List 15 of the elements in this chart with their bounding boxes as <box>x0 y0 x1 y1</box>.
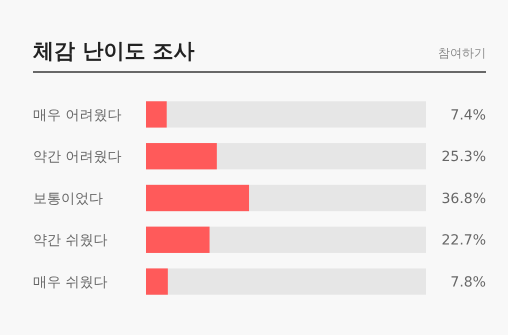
y-tick-label: 약간 쉬웠다 <box>33 232 108 249</box>
y-tick-label: 매우 쉬웠다 <box>33 274 108 290</box>
text: 참여하기 <box>438 46 486 60</box>
data-label: 22.7% <box>442 232 486 249</box>
data-label: 25.3% <box>442 149 486 166</box>
data-label: 7.8% <box>450 274 486 290</box>
data-label: 36.8% <box>442 190 486 207</box>
y-tick-label: 보통이었다 <box>33 190 103 207</box>
bar <box>146 226 210 253</box>
y-tick-label: 약간 어려웠다 <box>33 149 122 166</box>
y-tick-label: 매우 어려웠다 <box>33 107 122 124</box>
data-label: 7.4% <box>450 107 486 124</box>
bar <box>146 101 167 128</box>
bar <box>146 268 168 295</box>
chart-title: 체감 난이도 조사 <box>32 39 195 63</box>
